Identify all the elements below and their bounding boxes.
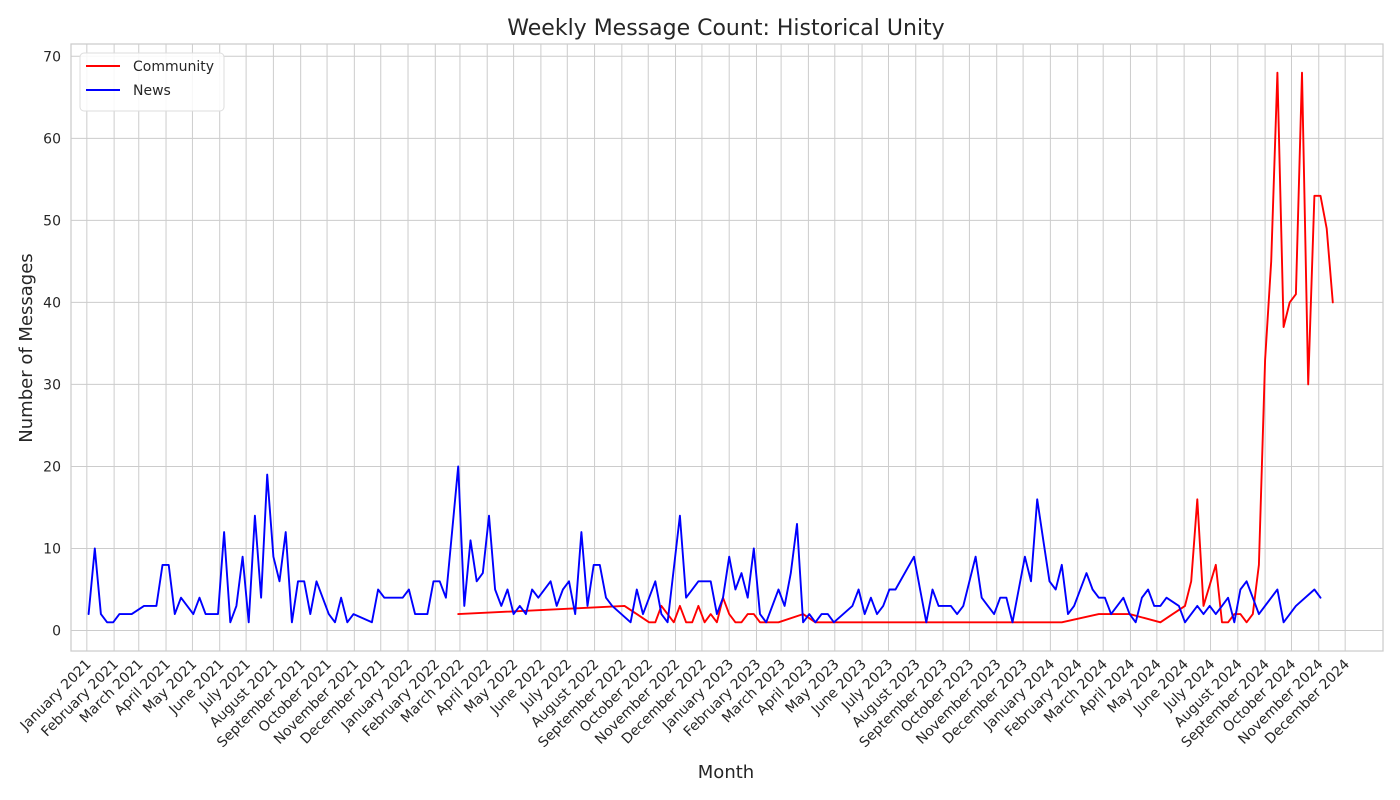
y-tick-label: 0 [52, 623, 61, 639]
y-tick-label: 60 [43, 131, 61, 147]
legend: Community News [79, 52, 225, 112]
chart-title: Weekly Message Count: Historical Unity [507, 16, 944, 41]
series-line-news [87, 465, 1322, 624]
series-lines [87, 71, 1334, 624]
legend-label-news: News [133, 83, 171, 99]
y-gridlines [71, 55, 1383, 631]
y-tick-label: 70 [43, 49, 61, 65]
y-tick-label: 50 [43, 213, 61, 229]
y-axis-ticks: 0 10 20 30 40 50 60 70 [43, 49, 61, 639]
y-tick-label: 40 [43, 295, 61, 311]
x-axis-label: Month [698, 762, 754, 783]
x-gridlines [86, 44, 1346, 651]
y-axis-label: Number of Messages [16, 253, 37, 442]
legend-box [79, 52, 225, 112]
legend-label-community: Community [133, 59, 214, 75]
y-tick-label: 20 [43, 459, 61, 475]
y-tick-label: 30 [43, 377, 61, 393]
plot-frame [70, 43, 1384, 652]
y-tick-label: 10 [43, 541, 61, 557]
series-line-community [457, 71, 1334, 624]
